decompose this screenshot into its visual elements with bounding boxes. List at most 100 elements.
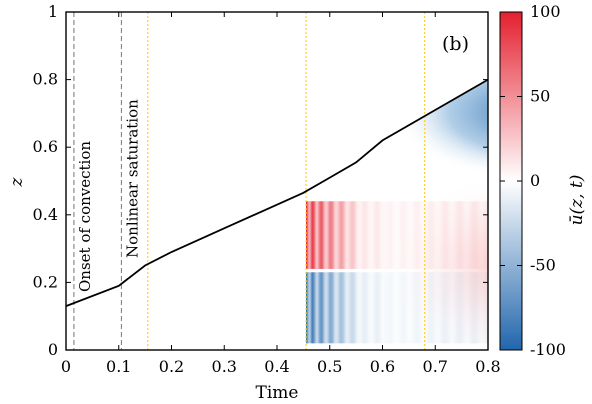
y-axis-label: z: [7, 176, 27, 187]
x-tick-label: 0.6: [370, 357, 395, 376]
heatmap-cell-lower: [316, 272, 319, 344]
boundary-line: [65, 78, 489, 307]
heatmap-cell-lower: [350, 272, 353, 344]
x-tick-label: 0.3: [212, 357, 237, 376]
y-tick-label: 0.6: [33, 137, 58, 156]
heatmap-cell-lower: [312, 272, 314, 344]
heatmap-cell-lower: [306, 272, 308, 344]
heatmap-cell-upper: [331, 201, 334, 269]
colorbar-tick-label: 100: [530, 2, 561, 21]
heatmap-cell-lower: [329, 272, 331, 344]
x-tick-label: 0.1: [106, 357, 131, 376]
heatmap-cell-upper: [353, 201, 355, 269]
heatmap-cell-upper: [324, 201, 326, 269]
heatmap-cell-lower: [349, 272, 352, 344]
heatmap-cell-lower: [337, 272, 340, 344]
heatmap-cell-upper: [349, 201, 352, 269]
heatmap-cell-upper: [308, 201, 311, 269]
heatmap-cell-lower: [353, 272, 355, 344]
heatmap-cell-lower: [320, 272, 323, 344]
heatmap-cell-lower: [358, 272, 360, 344]
heatmap-cell-upper: [341, 201, 343, 269]
heatmap-cell-lower: [323, 272, 325, 344]
heatmap-cell-lower: [363, 272, 365, 344]
heatmap-cell-upper: [330, 201, 332, 269]
heatmap-cell-upper: [313, 201, 315, 269]
heatmap-cell-upper: [314, 201, 317, 269]
heatmap-cell-lower: [308, 272, 311, 344]
heatmap-cell-lower: [310, 272, 313, 344]
heatmap-cell-lower: [325, 272, 328, 344]
heatmap-cell-upper: [321, 201, 324, 269]
heatmap-cell-lower: [360, 272, 363, 344]
heatmap-cell-lower: [327, 272, 330, 344]
heatmap-cell-upper: [329, 201, 331, 269]
heatmap-cell-lower: [338, 272, 341, 344]
heatmap-cell-lower: [342, 272, 345, 344]
red-region-lower-right: [350, 183, 488, 350]
heatmap-cell-lower: [347, 272, 349, 344]
y-tick-label: 0.4: [33, 205, 58, 224]
heatmap-cell-lower: [335, 272, 337, 344]
marker-lines: [73, 12, 426, 350]
heatmap-cell-upper: [336, 201, 338, 269]
heatmap-cell-upper: [338, 201, 341, 269]
heatmap-cell-lower: [336, 272, 338, 344]
heatmap-cell-upper: [356, 201, 359, 269]
y-tick-label: 1: [48, 2, 58, 21]
heatmap-cell-lower: [355, 272, 358, 344]
y-tick-label: 0: [48, 340, 58, 359]
heatmap-cell-upper: [319, 201, 321, 269]
heatmap-cell-upper: [358, 201, 360, 269]
heatmap-cell-upper: [315, 201, 318, 269]
heatmap-cell-lower: [341, 272, 343, 344]
heatmap-cell-lower: [343, 272, 346, 344]
colorbar-tick-label: 0: [530, 171, 540, 190]
colorbar-tick-label: -100: [530, 340, 566, 359]
colorbar-tick-label: -50: [530, 256, 556, 275]
x-ticks: 0 0.1 0.2 0.3 0.4 0.5 0.6 0.7 0.8: [61, 12, 501, 376]
heatmap-cell-upper: [327, 201, 330, 269]
heatmap-cell-lower: [326, 272, 329, 344]
heatmap-cell-upper: [354, 201, 357, 269]
annotation-nonlinear-saturation: Nonlinear saturation: [123, 99, 141, 258]
heatmap-cell-upper: [309, 201, 312, 269]
heatmap-cell-lower: [361, 272, 364, 344]
heatmap-cell-lower: [359, 272, 362, 344]
colorbar-ticks: 100 50 0 -50 -100: [500, 2, 566, 359]
heatmap-cell-lower: [348, 272, 351, 344]
heatmap-cell-upper: [342, 201, 345, 269]
heatmap-cell-lower: [356, 272, 359, 344]
heatmap-cell-upper: [307, 201, 309, 269]
heatmap-cell-upper: [306, 201, 308, 269]
panel-label: (b): [442, 33, 469, 55]
heatmap-cell-upper: [320, 201, 323, 269]
heatmap-cell-lower: [333, 272, 336, 344]
heatmap-cell-upper: [323, 201, 325, 269]
x-tick-label: 0.5: [317, 357, 342, 376]
x-tick-label: 0.4: [264, 357, 289, 376]
heatmap-cell-upper: [312, 201, 314, 269]
heatmap-cell-upper: [350, 201, 353, 269]
heatmap-cell-lower: [344, 272, 347, 344]
heatmap-cell-upper: [347, 201, 349, 269]
heatmap-cell-lower: [319, 272, 321, 344]
colorbar-tick-label: 50: [530, 87, 550, 106]
heatmap-cell-upper: [333, 201, 336, 269]
x-tick-label: 0.7: [423, 357, 448, 376]
heatmap-cell-lower: [354, 272, 357, 344]
heatmap-cell-upper: [325, 201, 328, 269]
heatmap-cell-lower: [324, 272, 326, 344]
heatmap-cell-upper: [348, 201, 351, 269]
x-tick-label: 0.8: [475, 357, 500, 376]
x-axis-label: Time: [256, 383, 299, 403]
heatmap-cell-lower: [352, 272, 354, 344]
heatmap-cell-lower: [313, 272, 315, 344]
colorbar: 100 50 0 -50 -100 ū(z, t): [499, 2, 587, 359]
heatmap-cell-lower: [315, 272, 318, 344]
annotation-onset-of-convection: Onset of convection: [76, 141, 94, 292]
heatmap-cell-lower: [346, 272, 348, 344]
heatmap-cell-upper: [318, 201, 320, 269]
heatmap-cell-lower: [339, 272, 342, 344]
